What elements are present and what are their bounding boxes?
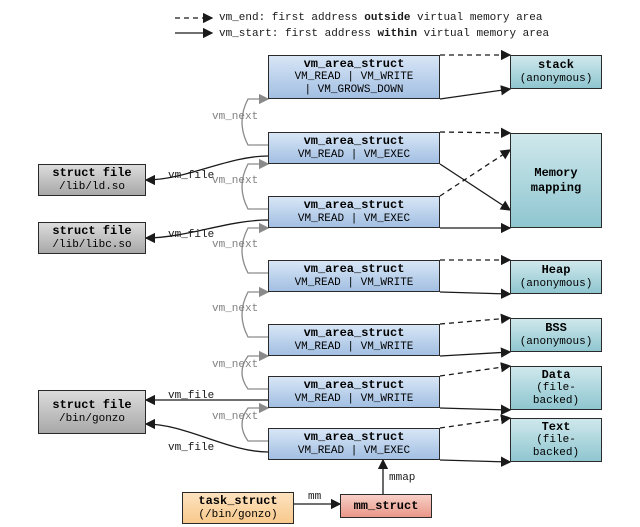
legend-solid-text-2: virtual memory area	[417, 28, 549, 40]
file-libc-sub: /lib/libc.so	[52, 239, 131, 252]
vma-data: vm_area_structVM_READ | VM_WRITE	[268, 376, 440, 408]
vma-libc: vm_area_structVM_READ | VM_EXEC	[268, 196, 440, 228]
vma-bss-sub: VM_READ | VM_WRITE	[295, 341, 414, 354]
mem-bss-sub: (anonymous)	[520, 336, 593, 349]
mem-bss: BSS(anonymous)	[510, 318, 602, 352]
legend-dashed-bold: outside	[364, 12, 410, 24]
legend-dashed-text-2: virtual memory area	[410, 12, 542, 24]
vma-bss-title: vm_area_struct	[304, 326, 405, 340]
edge-label: vm_next	[212, 411, 258, 423]
mm-struct-box: mm_struct	[340, 494, 432, 518]
edge-label: vm_file	[168, 170, 214, 182]
edge-label: vm_file	[168, 229, 214, 241]
vma-libc-sub: VM_READ | VM_EXEC	[298, 213, 410, 226]
edge-label: vm_next	[212, 303, 258, 315]
mem-stack-sub: (anonymous)	[520, 73, 593, 86]
file-libc: struct file/lib/libc.so	[38, 222, 146, 254]
vma-bss: vm_area_structVM_READ | VM_WRITE	[268, 324, 440, 356]
vma-stack-sub: VM_READ | VM_WRITE | VM_GROWS_DOWN	[295, 71, 414, 97]
file-gonzo-sub: /bin/gonzo	[59, 413, 125, 426]
vma-text-title: vm_area_struct	[304, 430, 405, 444]
legend-solid: vm_start: first address within virtual m…	[219, 28, 549, 40]
vma-data-sub: VM_READ | VM_WRITE	[295, 393, 414, 406]
edge-label: vm_next	[212, 111, 258, 123]
mem-bss-title: BSS	[545, 321, 567, 335]
mem-data-title: Data	[542, 368, 571, 382]
legend-dashed: vm_end: first address outside virtual me…	[219, 12, 542, 24]
file-gonzo-title: struct file	[52, 398, 131, 412]
file-ld-sub: /lib/ld.so	[59, 181, 125, 194]
mm-title: mm_struct	[354, 499, 419, 513]
legend-solid-bold: within	[377, 28, 417, 40]
edge-label: vm_next	[212, 239, 258, 251]
vma-data-title: vm_area_struct	[304, 378, 405, 392]
edge-label: vm_next	[212, 359, 258, 371]
vma-heap: vm_area_structVM_READ | VM_WRITE	[268, 260, 440, 292]
mem-data-sub: (file- backed)	[533, 382, 579, 408]
edge-label: vm_next	[212, 175, 258, 187]
file-gonzo: struct file/bin/gonzo	[38, 390, 146, 434]
file-ld-title: struct file	[52, 166, 131, 180]
mem-heap-sub: (anonymous)	[520, 278, 593, 291]
vma-heap-title: vm_area_struct	[304, 262, 405, 276]
mem-heap-title: Heap	[542, 263, 571, 277]
vma-stack-title: vm_area_struct	[304, 57, 405, 71]
task-title: task_struct	[198, 494, 277, 508]
edge-label: vm_file	[168, 442, 214, 454]
mem-stack: stack(anonymous)	[510, 55, 602, 89]
mem-data: Data(file- backed)	[510, 366, 602, 410]
mem-text-sub: (file- backed)	[533, 434, 579, 460]
mem-text: Text(file- backed)	[510, 418, 602, 462]
vma-ld-title: vm_area_struct	[304, 134, 405, 148]
vma-libc-title: vm_area_struct	[304, 198, 405, 212]
diagram-root: { "legend": { "dashed_text": "vm_end: fi…	[0, 0, 640, 527]
task-struct-box: task_struct (/bin/gonzo)	[182, 492, 294, 524]
file-ld: struct file/lib/ld.so	[38, 164, 146, 196]
edge-label: mm	[308, 491, 321, 503]
task-sub: (/bin/gonzo)	[198, 509, 277, 522]
vma-ld-sub: VM_READ | VM_EXEC	[298, 149, 410, 162]
vma-stack: vm_area_structVM_READ | VM_WRITE | VM_GR…	[268, 55, 440, 99]
file-libc-title: struct file	[52, 224, 131, 238]
mem-mmap: Memory mapping	[510, 133, 602, 228]
mem-stack-title: stack	[538, 58, 574, 72]
vma-text: vm_area_structVM_READ | VM_EXEC	[268, 428, 440, 460]
mem-heap: Heap(anonymous)	[510, 260, 602, 294]
edge-label: mmap	[389, 472, 415, 484]
vma-text-sub: VM_READ | VM_EXEC	[298, 445, 410, 458]
mem-text-title: Text	[542, 420, 571, 434]
edge-label: vm_file	[168, 390, 214, 402]
mem-mmap-title: Memory mapping	[531, 166, 581, 195]
legend-dashed-text-1: vm_end: first address	[219, 12, 364, 24]
vma-ld: vm_area_structVM_READ | VM_EXEC	[268, 132, 440, 164]
legend-solid-text-1: vm_start: first address	[219, 28, 377, 40]
vma-heap-sub: VM_READ | VM_WRITE	[295, 277, 414, 290]
